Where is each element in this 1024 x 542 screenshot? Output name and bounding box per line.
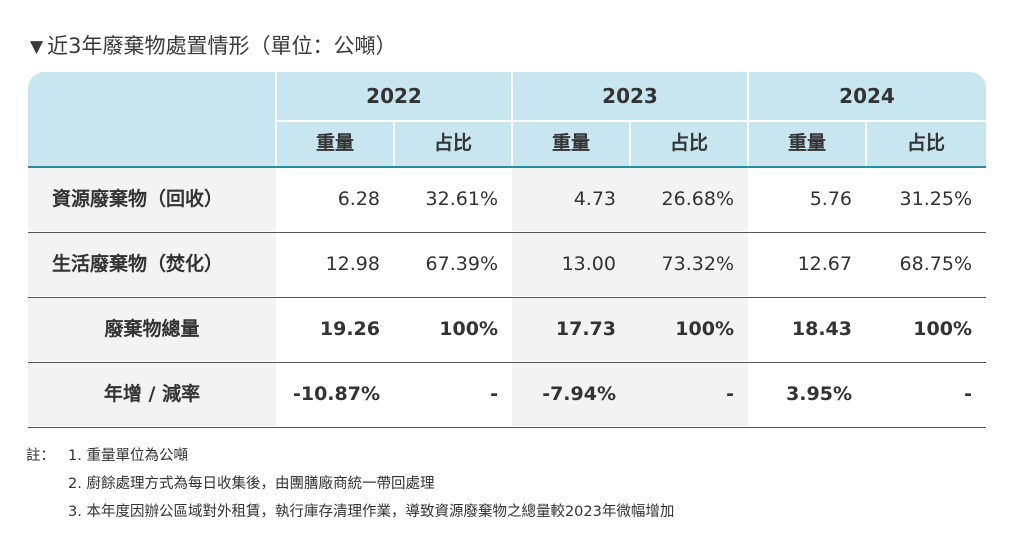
row-label: 廢棄物總量 [28,298,276,361]
table-cell: 100% [913,318,972,340]
table-cell: - [490,383,498,405]
shaded-column [512,168,748,231]
table-row: 廢棄物總量 19.26 100% 17.73 100% 18.43 100% [28,298,986,363]
table-cell: 12.98 [325,253,380,275]
table-cell: 13.00 [561,253,616,275]
year-2022-header: 2022 [276,72,512,122]
footnotes: 註： 1. 重量單位為公噸 2. 廚餘處理方式為每日收集後，由團膳廠商統一帶回處理… [26,442,674,526]
table-cell: 5.76 [809,188,852,210]
weight-header: 重量 [787,132,826,154]
header-divider [393,120,395,166]
header-divider [629,120,631,166]
ratio-header: 占比 [433,132,472,154]
table-cell: 73.32% [661,253,734,275]
shaded-column [512,233,748,296]
waste-disposal-table: 2022 2023 2024 重量 占比 重量 占比 重量 占比 資源廢棄物（回… [28,72,986,428]
header-divider [275,72,277,166]
page-title: ▼ 近3年廢棄物處置情形（單位：公噸） [30,34,397,58]
year-2023-header: 2023 [512,72,748,122]
weight-header: 重量 [551,132,590,154]
row-label: 年增 / 減率 [28,363,276,426]
shaded-column [512,298,748,361]
table-cell: 19.26 [319,318,380,340]
footnote-item: 註： 1. 重量單位為公噸 [26,442,674,470]
table-cell: 4.73 [573,188,616,210]
table-row: 年增 / 減率 -10.87% - -7.94% - 3.95% - [28,363,986,428]
weight-header: 重量 [315,132,354,154]
header-divider [865,120,867,166]
table-cell: 31.25% [899,188,972,210]
shaded-column [512,363,748,426]
row-label: 資源廢棄物（回收） [28,168,276,231]
header-bottom-rule [28,166,986,168]
header-divider [511,72,513,166]
ratio-header: 占比 [669,132,708,154]
table-cell: 3.95% [786,383,852,405]
table-cell: 100% [675,318,734,340]
table-cell: 32.61% [425,188,498,210]
footnote-prefix: 註： [26,448,55,464]
header-divider [747,72,749,166]
table-row: 資源廢棄物（回收） 6.28 32.61% 4.73 26.68% 5.76 3… [28,168,986,233]
table-cell: - [964,383,972,405]
row-label: 生活廢棄物（焚化） [28,233,276,296]
table-header: 2022 2023 2024 重量 占比 重量 占比 重量 占比 [28,72,986,168]
table-row: 生活廢棄物（焚化） 12.98 67.39% 13.00 73.32% 12.6… [28,233,986,298]
footnote-item: 2. 廚餘處理方式為每日收集後，由團膳廠商統一帶回處理 [68,476,435,492]
footnote-item: 3. 本年度因辦公區域對外租賃，執行庫存清理作業，導致資源廢棄物之總量較2023… [68,504,675,520]
table-cell: 68.75% [899,253,972,275]
table-cell: 18.43 [791,318,852,340]
table-cell: - [726,383,734,405]
year-2024-header: 2024 [748,72,986,122]
table-cell: 12.67 [797,253,852,275]
table-cell: 100% [439,318,498,340]
table-cell: 26.68% [661,188,734,210]
ratio-header: 占比 [906,132,945,154]
table-cell: 17.73 [555,318,616,340]
triangle-down-icon: ▼ [30,37,44,57]
table-cell: 67.39% [425,253,498,275]
table-cell: -7.94% [542,383,616,405]
table-cell: 6.28 [337,188,380,210]
table-cell: -10.87% [292,383,380,405]
